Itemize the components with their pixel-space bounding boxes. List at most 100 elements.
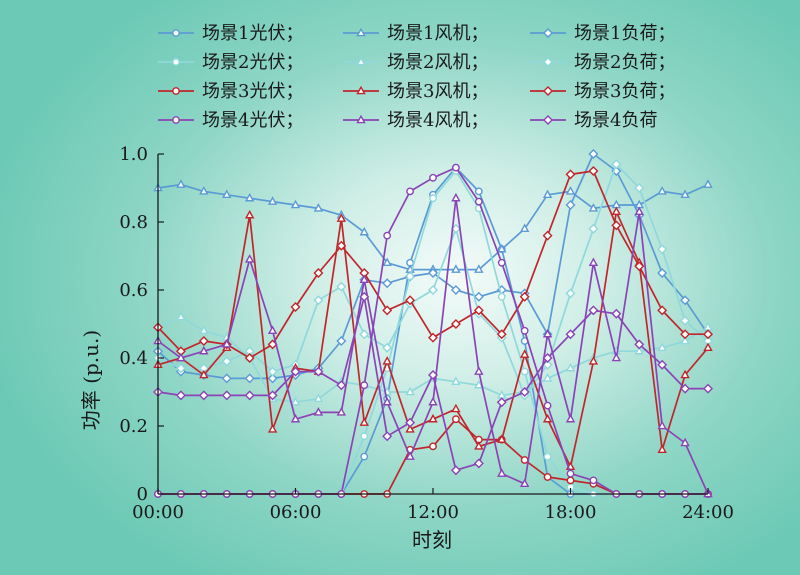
data-point xyxy=(382,396,392,406)
data-point xyxy=(336,380,347,391)
legend-marker xyxy=(172,116,180,124)
data-point xyxy=(588,203,599,212)
data-point xyxy=(589,476,598,485)
data-point xyxy=(451,192,461,202)
data-point xyxy=(680,437,690,447)
data-point xyxy=(382,431,393,442)
data-point xyxy=(474,379,484,389)
data-point xyxy=(543,473,552,481)
y-tick-label: 0.2 xyxy=(119,416,148,437)
data-point xyxy=(473,458,484,469)
data-point xyxy=(198,390,209,401)
data-point xyxy=(611,159,622,170)
data-point xyxy=(405,424,415,433)
y-axis-label: 功率 (p.u.) xyxy=(79,330,103,430)
data-point xyxy=(657,305,668,316)
legend-label: 场景1负荷； xyxy=(574,23,675,44)
legend-item: 场景2负荷； xyxy=(530,52,675,73)
data-point xyxy=(703,179,713,188)
data-point xyxy=(634,345,644,355)
legend-label: 场景1风机； xyxy=(387,23,488,44)
series-12 xyxy=(153,291,713,476)
data-point xyxy=(360,452,369,461)
data-point xyxy=(313,407,324,416)
data-point xyxy=(290,199,301,209)
plot-area xyxy=(153,149,713,498)
data-point xyxy=(428,332,438,343)
data-point xyxy=(657,444,667,454)
data-point xyxy=(429,194,437,203)
legend-item: 场景4风机； xyxy=(343,110,488,131)
data-point xyxy=(680,335,690,345)
legend-label: 场景3光伏； xyxy=(202,81,303,102)
legend-label: 场景3风机； xyxy=(387,81,488,102)
data-point xyxy=(382,342,393,353)
x-axis-label: 时刻 xyxy=(412,528,452,552)
data-point xyxy=(199,345,209,355)
data-point xyxy=(336,336,347,346)
data-point xyxy=(497,243,507,253)
data-point xyxy=(611,220,622,231)
legend-marker xyxy=(543,28,553,38)
data-point xyxy=(199,369,209,379)
data-point xyxy=(313,268,324,278)
data-point xyxy=(611,308,622,319)
data-point xyxy=(611,206,622,216)
data-point xyxy=(542,413,553,423)
data-point xyxy=(290,396,301,406)
data-point xyxy=(474,187,483,196)
data-point xyxy=(565,329,576,340)
data-point xyxy=(313,203,324,212)
data-point xyxy=(199,325,209,335)
legend-item: 场景1风机； xyxy=(343,23,488,44)
data-point xyxy=(290,413,301,423)
legend-marker xyxy=(172,58,180,66)
data-point xyxy=(176,352,186,362)
legend-item: 场景3负荷； xyxy=(530,81,675,102)
legend-item: 场景2风机； xyxy=(343,52,488,73)
data-point xyxy=(474,197,483,206)
data-point xyxy=(313,366,324,377)
legend-item: 场景4光伏； xyxy=(158,110,303,131)
x-tick-label: 18:00 xyxy=(545,502,597,523)
data-point xyxy=(360,381,369,390)
data-point xyxy=(588,305,599,316)
legend-marker xyxy=(356,85,366,95)
legend-label: 场景2负荷； xyxy=(574,52,675,73)
data-point xyxy=(450,319,461,329)
legend-label: 场景3负荷； xyxy=(574,81,675,102)
x-tick-label: 00:00 xyxy=(132,502,184,523)
series-9 xyxy=(153,166,713,363)
legend-item: 场景3风机； xyxy=(343,81,488,102)
data-point xyxy=(450,465,461,476)
data-point xyxy=(543,452,552,461)
data-point xyxy=(405,386,415,396)
data-point xyxy=(451,264,461,273)
data-point xyxy=(565,200,576,210)
data-point xyxy=(543,401,552,410)
data-point xyxy=(473,305,484,316)
data-point xyxy=(520,367,529,376)
data-point xyxy=(244,209,255,219)
data-point xyxy=(588,223,599,234)
data-point xyxy=(565,169,576,180)
data-point xyxy=(175,363,186,374)
data-point xyxy=(657,268,668,278)
data-point xyxy=(565,362,576,372)
data-point xyxy=(244,192,255,202)
data-point xyxy=(221,373,232,384)
data-point xyxy=(497,292,506,301)
data-point xyxy=(382,305,393,316)
data-point xyxy=(565,186,576,195)
data-point xyxy=(703,342,713,352)
data-point xyxy=(634,206,644,216)
data-point xyxy=(680,383,691,394)
legend-marker xyxy=(356,114,366,124)
data-point xyxy=(450,285,461,295)
legend-marker xyxy=(543,86,553,96)
series-6 xyxy=(153,159,713,401)
data-point xyxy=(267,424,278,433)
data-point xyxy=(542,328,553,338)
y-tick-label: 1.0 xyxy=(119,144,148,165)
